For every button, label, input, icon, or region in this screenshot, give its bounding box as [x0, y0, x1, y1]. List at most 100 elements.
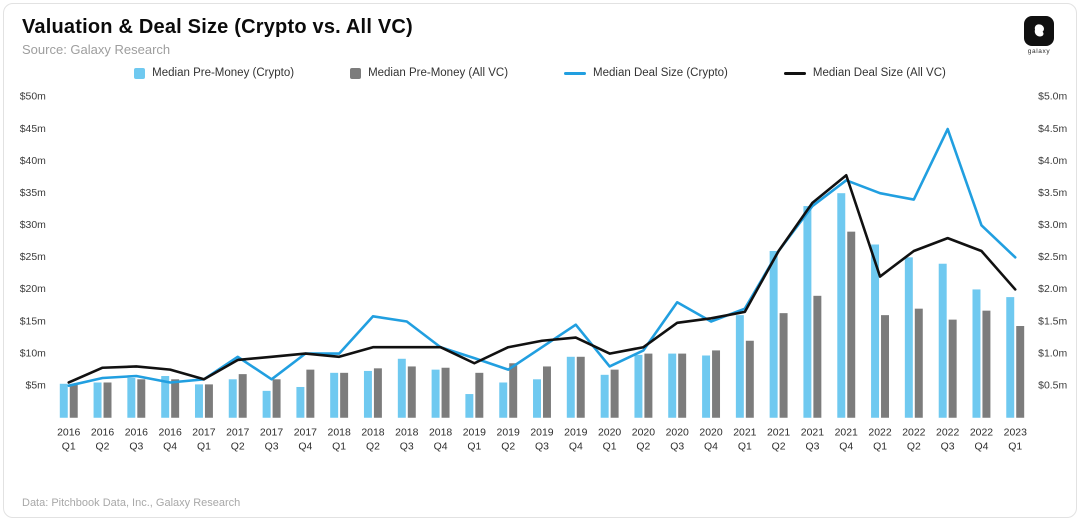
x-axis-label-year: 2016	[57, 428, 80, 439]
x-axis-label-quarter: Q3	[670, 442, 684, 453]
bar-median-premoney-allvc	[69, 384, 78, 418]
right-axis-tick: $4.5m	[1038, 124, 1067, 135]
left-axis-tick: $45m	[20, 124, 46, 135]
bar-median-premoney-crypto	[262, 390, 271, 418]
line-median-dealsize-crypto	[67, 127, 1017, 387]
legend: Median Pre-Money (Crypto) Median Pre-Mone…	[4, 67, 1076, 79]
x-axis-label-quarter: Q3	[941, 442, 955, 453]
legend-label-median-premoney-crypto: Median Pre-Money (Crypto)	[152, 67, 295, 79]
bar-median-premoney-crypto	[566, 356, 575, 418]
bar-median-premoney-allvc	[779, 313, 788, 418]
right-axis-tick: $2.5m	[1038, 252, 1067, 263]
x-axis-label-year: 2019	[564, 428, 587, 439]
bar-median-premoney-allvc	[982, 310, 991, 418]
bar-median-premoney-allvc	[103, 382, 112, 418]
x-axis-label-year: 2016	[91, 428, 114, 439]
x-axis-label-quarter: Q1	[332, 442, 346, 453]
x-axis-label-quarter: Q3	[805, 442, 819, 453]
bar-median-premoney-allvc	[1016, 326, 1025, 418]
galaxy-logo-text: galaxy	[1027, 48, 1051, 55]
legend-item-median-dealsize-allvc: Median Deal Size (All VC)	[783, 67, 946, 79]
bar-median-premoney-allvc	[238, 374, 247, 418]
bar-median-premoney-allvc	[644, 353, 653, 418]
x-axis-label-quarter: Q2	[366, 442, 380, 453]
right-axis-tick: $3.0m	[1038, 220, 1067, 231]
x-axis-label-year: 2021	[767, 428, 790, 439]
legend-item-median-premoney-allvc: Median Pre-Money (All VC)	[350, 67, 508, 79]
x-axis-label-quarter: Q4	[298, 442, 312, 453]
bar-median-premoney-crypto	[938, 263, 947, 418]
x-axis-label-year: 2018	[395, 428, 418, 439]
x-axis-label-quarter: Q2	[772, 442, 786, 453]
bar-median-premoney-allvc	[340, 372, 349, 418]
left-axis-tick: $50m	[20, 92, 46, 103]
bar-median-premoney-crypto	[668, 353, 677, 418]
x-axis-label-year: 2022	[868, 428, 891, 439]
x-axis-label-year: 2019	[530, 428, 553, 439]
bar-median-premoney-allvc	[813, 295, 822, 418]
left-axis-tick: $40m	[20, 156, 46, 167]
x-axis-label-quarter: Q1	[62, 442, 76, 453]
x-axis-label-quarter: Q1	[467, 442, 481, 453]
x-axis-label-quarter: Q3	[265, 442, 279, 453]
page-title: Valuation & Deal Size (Crypto vs. All VC…	[22, 16, 413, 38]
x-axis-label-year: 2020	[632, 428, 655, 439]
x-axis-label-year: 2021	[801, 428, 824, 439]
left-axis-tick: $15m	[20, 316, 46, 327]
right-axis-tick: $0.5m	[1038, 380, 1067, 391]
x-axis-label-quarter: Q4	[434, 442, 448, 453]
legend-label-median-dealsize-crypto: Median Deal Size (Crypto)	[593, 67, 728, 79]
x-axis-label-quarter: Q1	[1008, 442, 1022, 453]
bar-median-premoney-crypto	[397, 358, 406, 418]
legend-swatch-median-premoney-allvc	[350, 67, 362, 79]
left-axis-tick: $35m	[20, 188, 46, 199]
bar-median-premoney-crypto	[871, 244, 880, 418]
right-axis-tick: $1.5m	[1038, 316, 1067, 327]
x-axis-label-year: 2018	[361, 428, 384, 439]
chart: $5m $10m $15m $20m $25m $30m $35m $40m $45m $50m $…	[20, 92, 1068, 453]
x-axis-label-year: 2017	[294, 428, 317, 439]
x-axis-label-year: 2017	[260, 428, 283, 439]
x-axis-label-year: 2022	[902, 428, 925, 439]
x-axis-label-year: 2016	[159, 428, 182, 439]
bar-median-premoney-allvc	[407, 366, 416, 418]
bar-median-premoney-crypto	[161, 376, 170, 418]
bar-median-premoney-allvc	[847, 231, 856, 418]
x-axis-label-quarter: Q2	[231, 442, 245, 453]
bar-median-premoney-crypto	[194, 384, 203, 418]
x-axis-label-year: 2019	[463, 428, 486, 439]
x-axis-label-year: 2016	[125, 428, 148, 439]
right-axis-tick: $5.0m	[1038, 92, 1067, 103]
bar-median-premoney-crypto	[330, 372, 339, 418]
x-axis-label-year: 2020	[598, 428, 621, 439]
x-axis-label-quarter: Q3	[400, 442, 414, 453]
legend-swatch-median-dealsize-crypto	[564, 71, 587, 75]
bar-median-premoney-crypto	[904, 257, 913, 418]
x-axis-label-quarter: Q2	[501, 442, 515, 453]
left-axis-tick: $30m	[20, 220, 46, 231]
x-axis-label-quarter: Q1	[738, 442, 752, 453]
bar-median-premoney-crypto	[431, 369, 440, 418]
bar-median-premoney-crypto	[803, 206, 812, 418]
bar-median-premoney-allvc	[509, 363, 518, 418]
bar-median-premoney-crypto	[465, 394, 474, 418]
x-axis-label-year: 2021	[835, 428, 858, 439]
bar-median-premoney-allvc	[441, 367, 450, 418]
x-axis-label-year: 2019	[497, 428, 520, 439]
bar-median-premoney-allvc	[137, 379, 146, 418]
x-axis-label-year: 2017	[226, 428, 249, 439]
bar-median-premoney-allvc	[475, 372, 484, 418]
x-axis-label-year: 2020	[699, 428, 722, 439]
bar-median-premoney-crypto	[363, 370, 372, 418]
x-axis-label-year: 2022	[936, 428, 959, 439]
bar-median-premoney-crypto	[127, 378, 136, 418]
x-axis-label-quarter: Q4	[974, 442, 988, 453]
galaxy-logo: galaxy	[1024, 16, 1054, 55]
x-axis-label-quarter: Q4	[569, 442, 583, 453]
bar-median-premoney-allvc	[272, 379, 281, 418]
bar-median-premoney-allvc	[204, 384, 213, 418]
x-axis-label-year: 2022	[970, 428, 993, 439]
bar-median-premoney-crypto	[59, 383, 68, 418]
bar-median-premoney-allvc	[914, 308, 923, 418]
x-axis-label-quarter: Q2	[907, 442, 921, 453]
